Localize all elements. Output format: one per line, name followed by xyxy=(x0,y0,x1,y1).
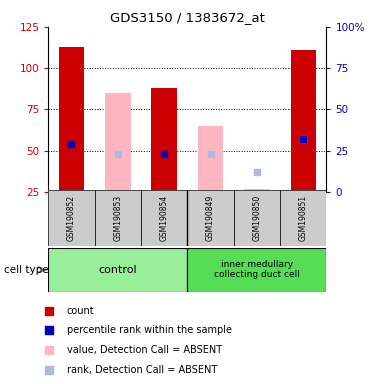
Text: control: control xyxy=(98,265,137,275)
Text: cell type: cell type xyxy=(4,265,48,275)
Point xyxy=(46,347,52,353)
Point xyxy=(161,151,167,157)
Bar xyxy=(187,190,234,246)
Text: count: count xyxy=(66,306,94,316)
Bar xyxy=(198,126,223,192)
Text: rank, Detection Call = ABSENT: rank, Detection Call = ABSENT xyxy=(66,365,217,375)
Bar xyxy=(280,190,326,246)
Text: inner medullary
collecting duct cell: inner medullary collecting duct cell xyxy=(214,260,300,280)
Text: GSM190854: GSM190854 xyxy=(160,195,169,241)
Text: percentile rank within the sample: percentile rank within the sample xyxy=(66,325,232,335)
Bar xyxy=(105,93,131,192)
Bar xyxy=(187,248,326,292)
Text: GSM190850: GSM190850 xyxy=(252,195,262,241)
Bar xyxy=(141,190,187,246)
Bar xyxy=(59,47,84,192)
Point xyxy=(46,367,52,373)
Text: GSM190853: GSM190853 xyxy=(113,195,122,241)
Bar xyxy=(151,88,177,192)
Bar xyxy=(95,190,141,246)
Bar xyxy=(48,248,187,292)
Bar xyxy=(290,50,316,192)
Point xyxy=(301,136,306,142)
Text: GSM190852: GSM190852 xyxy=(67,195,76,241)
Bar xyxy=(48,190,95,246)
Point xyxy=(46,308,52,314)
Point xyxy=(301,136,306,142)
Title: GDS3150 / 1383672_at: GDS3150 / 1383672_at xyxy=(110,11,265,24)
Text: GSM190849: GSM190849 xyxy=(206,195,215,241)
Bar xyxy=(290,50,316,192)
Point xyxy=(69,141,75,147)
Bar xyxy=(244,189,270,192)
Point xyxy=(208,151,214,157)
Point xyxy=(46,327,52,333)
Text: GSM190851: GSM190851 xyxy=(299,195,308,241)
Text: value, Detection Call = ABSENT: value, Detection Call = ABSENT xyxy=(66,345,221,355)
Bar xyxy=(234,190,280,246)
Point xyxy=(115,151,121,157)
Point xyxy=(254,169,260,175)
